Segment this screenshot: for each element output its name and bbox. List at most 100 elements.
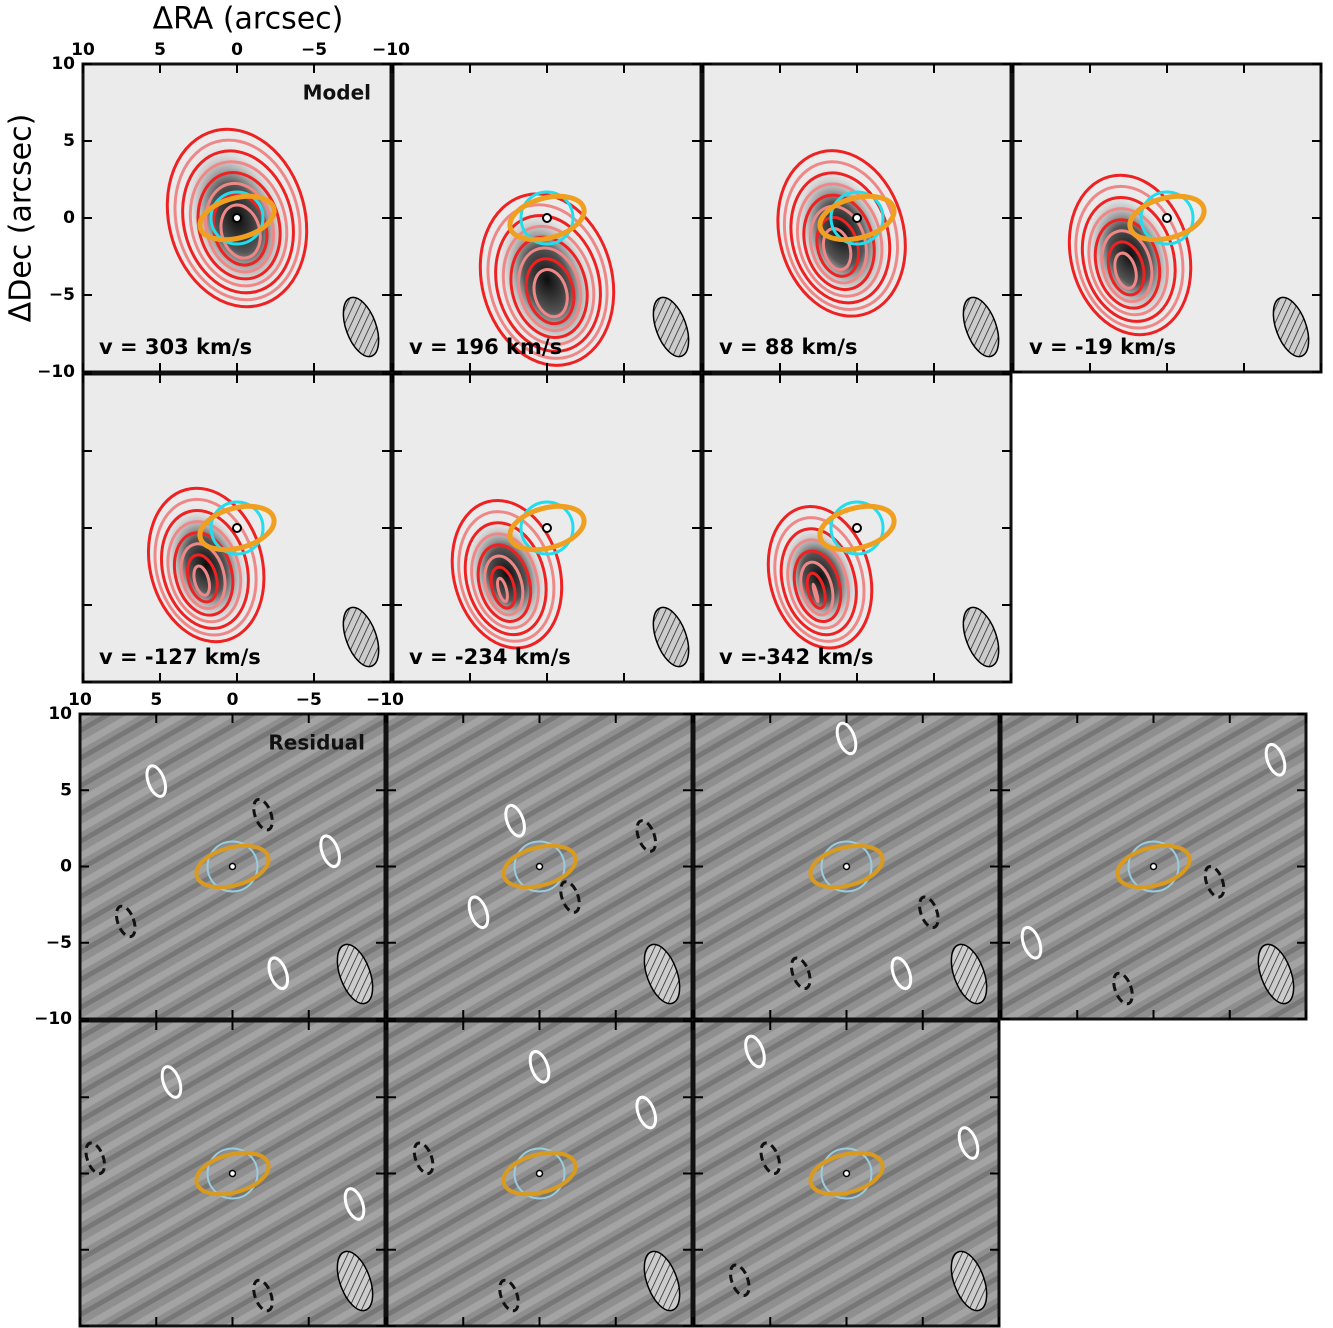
- residual-contour: [1112, 971, 1134, 1006]
- source-circle: [513, 1147, 566, 1200]
- beam: [1272, 296, 1310, 358]
- velocity-label: v = 88 km/s: [719, 335, 857, 359]
- beam: [342, 606, 380, 668]
- panel: [387, 714, 692, 1019]
- contour: [166, 520, 243, 624]
- beam: [1257, 943, 1295, 1005]
- residual-contour: [343, 1187, 366, 1221]
- residual-contour: [957, 1126, 980, 1160]
- source-circle: [206, 840, 259, 893]
- center: [228, 1169, 237, 1178]
- y-tick-label: −10: [34, 1009, 72, 1029]
- contour: [792, 549, 843, 623]
- contour: [1087, 207, 1169, 317]
- center: [842, 862, 851, 871]
- contour: [192, 564, 212, 597]
- residual-contour: [635, 819, 658, 853]
- panel: v = 88 km/s: [703, 64, 1011, 372]
- source-circle: [513, 840, 566, 893]
- contour: [779, 527, 858, 637]
- y-tick-label: 5: [63, 131, 75, 151]
- y-tick-label: 0: [63, 208, 75, 228]
- contour: [501, 224, 596, 346]
- contour: [196, 171, 282, 281]
- contour: [1093, 218, 1162, 310]
- x-tick-label: −5: [301, 40, 327, 60]
- contour: [185, 553, 219, 604]
- source-circle: [519, 500, 575, 556]
- center: [232, 523, 242, 533]
- x-tick-label: −10: [366, 690, 404, 710]
- panel: v = -127 km/s: [83, 374, 391, 682]
- source-ellipse: [817, 193, 897, 243]
- panel: v = 303 km/s: [83, 64, 391, 372]
- y-tick-label: 10: [51, 54, 75, 74]
- contour: [489, 565, 517, 610]
- contour: [476, 543, 533, 623]
- residual-contour: [635, 1095, 658, 1130]
- contour: [173, 138, 302, 302]
- source-circle: [820, 840, 873, 893]
- beam: [950, 943, 988, 1005]
- y-tick-label: 10: [48, 704, 72, 724]
- panel: [694, 1021, 999, 1326]
- contour: [821, 227, 853, 272]
- panel: v = 196 km/s: [393, 64, 701, 372]
- contour: [517, 246, 583, 333]
- contour: [532, 268, 569, 319]
- center: [852, 523, 862, 533]
- residual-contour: [319, 834, 341, 869]
- panel: v = -234 km/s: [393, 374, 701, 682]
- contour: [1067, 173, 1193, 337]
- source-ellipse: [1127, 193, 1207, 243]
- residual-contour: [789, 956, 812, 991]
- source-circle: [519, 190, 575, 246]
- velocity-label: v = 196 km/s: [409, 335, 562, 359]
- contour: [524, 257, 576, 326]
- source-circle: [206, 1147, 259, 1200]
- contour: [782, 160, 900, 311]
- velocity-label: v =-342 km/s: [719, 645, 873, 669]
- source-circle: [1127, 840, 1180, 893]
- x-tick-label: 0: [227, 690, 239, 710]
- source-ellipse: [197, 503, 277, 553]
- beam: [336, 943, 374, 1005]
- panel: [1001, 714, 1306, 1019]
- source-circle: [829, 500, 885, 556]
- contour: [457, 510, 556, 643]
- x-tick-label: 5: [154, 40, 166, 60]
- y-tick-label: 0: [60, 857, 72, 877]
- source-ellipse: [501, 1150, 578, 1197]
- residual-contour: [1020, 925, 1043, 960]
- residual-contour: [835, 721, 858, 756]
- velocity-label: v = -19 km/s: [1029, 335, 1176, 359]
- beam: [962, 296, 1000, 358]
- contour: [146, 486, 266, 644]
- source-ellipse: [507, 193, 587, 243]
- contour: [219, 203, 262, 260]
- source-ellipse: [194, 1150, 271, 1197]
- contour: [483, 554, 525, 617]
- contour: [786, 538, 850, 630]
- residual-contour: [267, 956, 290, 991]
- contour: [165, 127, 309, 309]
- contour: [776, 149, 907, 318]
- y-tick-label: 5: [60, 780, 72, 800]
- contour: [1106, 240, 1146, 297]
- residual-contour: [528, 1049, 551, 1084]
- residual-contour: [145, 764, 168, 798]
- center: [542, 523, 552, 533]
- source-ellipse: [808, 1150, 885, 1197]
- source-ellipse: [1115, 843, 1192, 890]
- residual-contour: [559, 880, 581, 914]
- contour: [463, 521, 548, 637]
- beam: [643, 943, 681, 1005]
- residual-contour: [1203, 864, 1226, 899]
- panel: v =-342 km/s: [703, 374, 1011, 682]
- velocity-label: v = -234 km/s: [409, 645, 571, 669]
- center: [852, 213, 862, 223]
- contour: [153, 497, 258, 637]
- beam: [962, 606, 1000, 668]
- panel: [694, 714, 999, 1019]
